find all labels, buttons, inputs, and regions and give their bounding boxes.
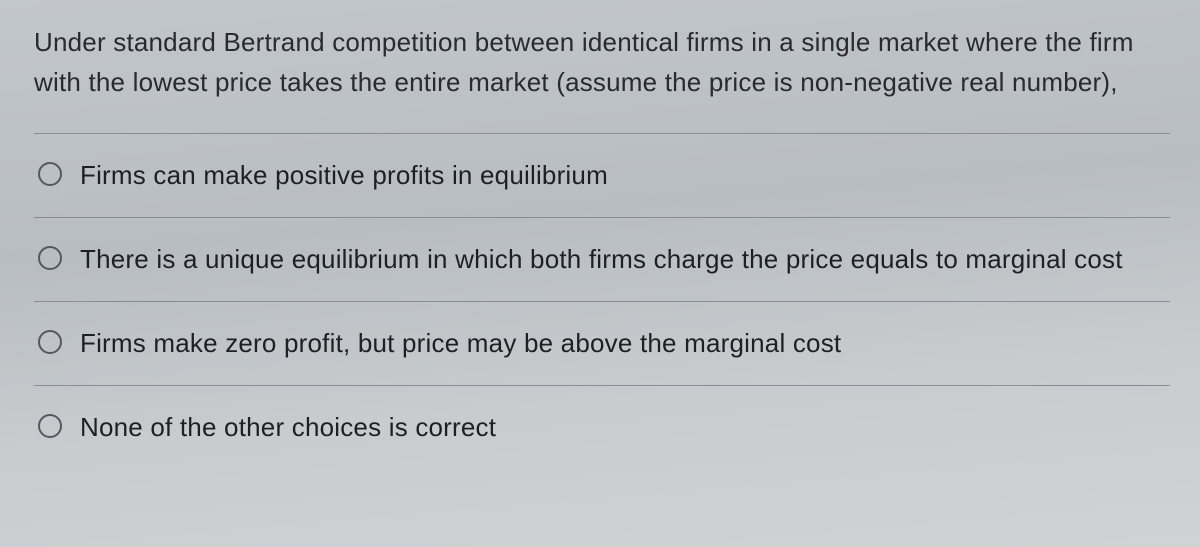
radio-icon[interactable] xyxy=(38,246,62,270)
option-label: There is a unique equilibrium in which b… xyxy=(80,240,1170,279)
radio-icon[interactable] xyxy=(38,330,62,354)
option-label: Firms make zero profit, but price may be… xyxy=(80,324,1170,363)
option-row[interactable]: Firms make zero profit, but price may be… xyxy=(34,301,1170,385)
option-label: Firms can make positive profits in equil… xyxy=(80,156,1170,195)
option-row[interactable]: There is a unique equilibrium in which b… xyxy=(34,217,1170,301)
radio-icon[interactable] xyxy=(38,162,62,186)
option-label: None of the other choices is correct xyxy=(80,408,1170,447)
radio-icon[interactable] xyxy=(38,414,62,438)
question-prompt: Under standard Bertrand competition betw… xyxy=(34,22,1170,133)
option-row[interactable]: Firms can make positive profits in equil… xyxy=(34,133,1170,217)
option-row[interactable]: None of the other choices is correct xyxy=(34,385,1170,457)
question-container: Under standard Bertrand competition betw… xyxy=(0,0,1200,547)
